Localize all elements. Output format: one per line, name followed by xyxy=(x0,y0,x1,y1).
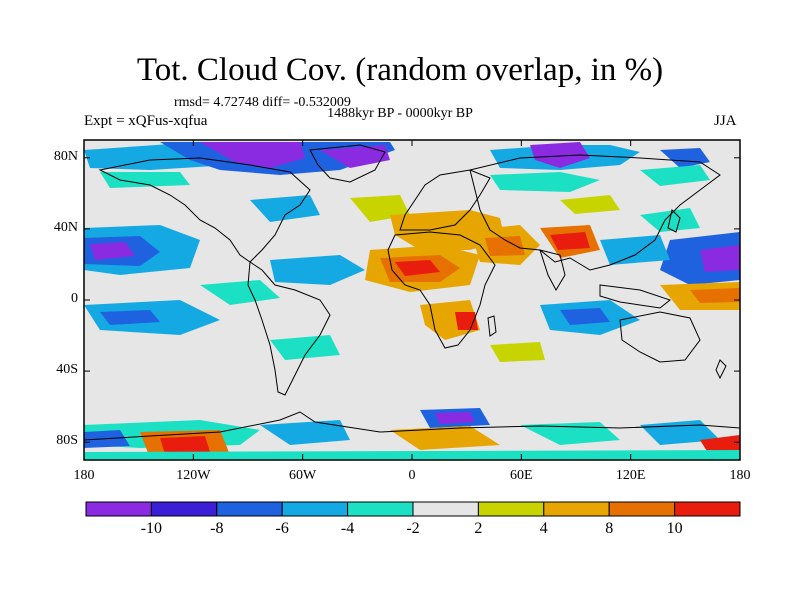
anomaly-blob xyxy=(100,172,190,188)
anomaly-blob xyxy=(270,335,340,360)
stats-readout: rmsd= 4.72748 diff= -0.532009 xyxy=(174,95,351,110)
anomaly-blob xyxy=(700,245,740,272)
coastline-indonesia xyxy=(599,284,672,309)
experiment-label: Expt = xQFus-xqfua xyxy=(84,113,208,129)
anomaly-blob xyxy=(200,142,305,168)
coastlines xyxy=(84,144,740,441)
colorbar-tick-label: 8 xyxy=(605,520,614,537)
anomaly-blob xyxy=(660,232,740,285)
colorbar-tick-label: 10 xyxy=(666,520,683,537)
coastline-antarctica xyxy=(84,411,740,441)
coastline-india xyxy=(539,249,566,292)
colorbar-box xyxy=(412,501,479,517)
lon-tick-label: 120W xyxy=(176,468,211,483)
anomaly-blob xyxy=(200,280,280,305)
anomaly-blob xyxy=(600,235,670,265)
colorbar-box xyxy=(543,501,610,517)
anomaly-blob xyxy=(320,145,390,168)
period-label: 1488kyr BP - 0000kyr BP xyxy=(327,106,473,121)
lat-tick-label: 80S xyxy=(56,433,78,449)
lon-tick-label: 180 xyxy=(729,468,751,483)
anomaly-blob xyxy=(270,255,365,285)
coastline-madagascar xyxy=(487,315,497,337)
anomaly-blob xyxy=(560,308,610,325)
axis-ticks xyxy=(83,140,741,460)
anomaly-blob xyxy=(485,236,525,256)
anomaly-blob xyxy=(490,342,545,362)
anomaly-field xyxy=(84,142,740,460)
colorbar-box xyxy=(674,501,741,517)
anomaly-blob xyxy=(490,172,600,192)
map-title: Tot. Cloud Cov. (random overlap, in %) xyxy=(136,52,664,88)
anomaly-blob xyxy=(550,232,590,250)
coastline-south-america xyxy=(247,261,331,396)
anomaly-blob xyxy=(90,242,135,260)
lat-tick-label: 40N xyxy=(53,219,78,235)
colorbar-tick-label: -2 xyxy=(406,520,420,537)
anomaly-blob xyxy=(530,142,590,168)
lon-tick-label: 60W xyxy=(289,468,317,483)
colorbar-tick-label: -8 xyxy=(210,520,224,537)
lon-tick-label: 180 xyxy=(73,468,95,483)
lat-tick-label: 40S xyxy=(56,362,78,378)
lat-tick-label: 80N xyxy=(53,148,78,164)
colorbar-tick-label: 4 xyxy=(539,520,548,537)
anomaly-blob xyxy=(560,195,620,214)
coastline-africa xyxy=(387,231,496,349)
anomaly-blob xyxy=(395,260,440,276)
lon-tick-label: 0 xyxy=(408,468,416,483)
colorbar-box xyxy=(216,501,283,517)
anomaly-blob xyxy=(640,165,710,186)
coastline-asia xyxy=(469,154,721,271)
colorbar-box xyxy=(85,501,152,517)
anomaly-blob xyxy=(660,148,710,168)
lon-tick-label: 120E xyxy=(615,468,646,483)
coastline-greenland xyxy=(309,144,386,183)
coastline-japan xyxy=(667,209,681,233)
colorbar-box xyxy=(150,501,218,517)
colorbar-tick-label: -10 xyxy=(140,520,163,537)
colorbar-box xyxy=(347,501,414,517)
anomaly-blob xyxy=(100,310,160,325)
colorbar-box xyxy=(281,501,349,517)
anomaly-blob xyxy=(435,412,475,424)
season-label: JJA xyxy=(714,113,737,129)
colorbar-tick-label: -4 xyxy=(340,520,355,537)
lat-tick-label: 0 xyxy=(71,291,78,306)
colorbar-tick-label: 2 xyxy=(474,520,483,537)
anomaly-blob xyxy=(160,436,210,454)
anomaly-blob xyxy=(390,426,500,450)
anomaly-blob xyxy=(690,288,740,303)
coastline-australia xyxy=(619,311,701,363)
coastline-europe xyxy=(399,169,491,231)
coastline-north-america xyxy=(98,157,311,263)
colorbar-tick-label: -6 xyxy=(275,520,289,537)
coastline-new-zealand xyxy=(715,359,727,380)
colorbar-box xyxy=(608,501,676,517)
anomaly-blob xyxy=(260,420,350,445)
colorbar-box xyxy=(477,501,545,517)
map-background xyxy=(84,140,740,460)
lon-tick-label: 60E xyxy=(510,468,533,483)
